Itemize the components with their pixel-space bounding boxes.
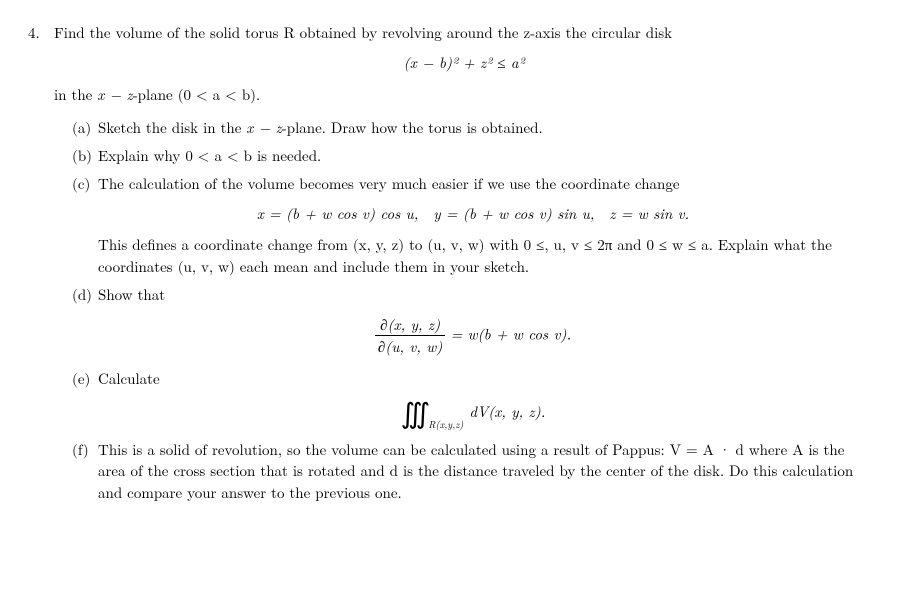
plane-note-math: x − z bbox=[97, 84, 132, 105]
part-e-label: (e) bbox=[72, 368, 98, 390]
integral-body: dV(x, y, z). bbox=[469, 401, 545, 423]
part-e: (e) Calculate bbox=[72, 368, 874, 390]
part-c-equation: x = (b + w cos v) cos u, y = (b + w cos … bbox=[72, 203, 874, 225]
part-c-text: The calculation of the volume becomes ve… bbox=[98, 173, 874, 195]
part-c-after: This defines a coordinate change from (x… bbox=[98, 234, 874, 278]
part-c: (c) The calculation of the volume become… bbox=[72, 173, 874, 195]
part-e-equation: ∭R(x,y,z) dV(x, y, z). bbox=[72, 398, 874, 429]
jacobian-rhs: = w(b + w cos v). bbox=[445, 323, 571, 344]
plane-note-pre: in the bbox=[54, 84, 97, 105]
part-d: (d) Show that bbox=[72, 284, 874, 306]
part-f-text: This is a solid of revolution, so the vo… bbox=[98, 439, 874, 504]
part-d-equation: ∂(x, y, z) ∂(u, v, w) = w(b + w cos v). bbox=[72, 314, 874, 359]
part-a-post: -plane. Draw how the torus is obtained. bbox=[282, 117, 543, 138]
part-a-math: x − z bbox=[246, 117, 281, 138]
part-f: (f) This is a solid of revolution, so th… bbox=[72, 439, 874, 504]
disk-equation: (x − b)² + z² ≤ a² bbox=[54, 52, 874, 74]
part-a-text: Sketch the disk in the x − z-plane. Draw… bbox=[98, 117, 874, 139]
jacobian-fraction: ∂(x, y, z) ∂(u, v, w) bbox=[375, 314, 446, 359]
problem-body: Find the volume of the solid torus R obt… bbox=[54, 22, 874, 510]
part-d-label: (d) bbox=[72, 284, 98, 306]
jacobian-denominator: ∂(u, v, w) bbox=[375, 336, 446, 358]
plane-note: in the x − z-plane (0 < a < b). bbox=[54, 84, 874, 106]
part-e-text: Calculate bbox=[98, 368, 874, 390]
jacobian-numerator: ∂(x, y, z) bbox=[375, 314, 446, 337]
part-c-label: (c) bbox=[72, 173, 98, 195]
part-b: (b) Explain why 0 < a < b is needed. bbox=[72, 145, 874, 167]
integral-symbol: ∭ bbox=[401, 398, 431, 426]
triple-integral: ∭R(x,y,z) dV(x, y, z). bbox=[401, 398, 546, 426]
part-d-text: Show that bbox=[98, 284, 874, 306]
plane-note-post: -plane (0 < a < b). bbox=[133, 84, 261, 105]
part-b-label: (b) bbox=[72, 145, 98, 167]
part-a: (a) Sketch the disk in the x − z-plane. … bbox=[72, 117, 874, 139]
parts-list: (a) Sketch the disk in the x − z-plane. … bbox=[72, 117, 874, 504]
integral-subscript: R(x,y,z) bbox=[428, 417, 463, 432]
intro-text: Find the volume of the solid torus R obt… bbox=[54, 22, 672, 43]
problem: 4. Find the volume of the solid torus R … bbox=[28, 22, 874, 510]
part-a-pre: Sketch the disk in the bbox=[98, 117, 246, 138]
problem-number: 4. bbox=[28, 22, 54, 510]
part-f-label: (f) bbox=[72, 439, 98, 504]
part-b-text: Explain why 0 < a < b is needed. bbox=[98, 145, 874, 167]
part-a-label: (a) bbox=[72, 117, 98, 139]
